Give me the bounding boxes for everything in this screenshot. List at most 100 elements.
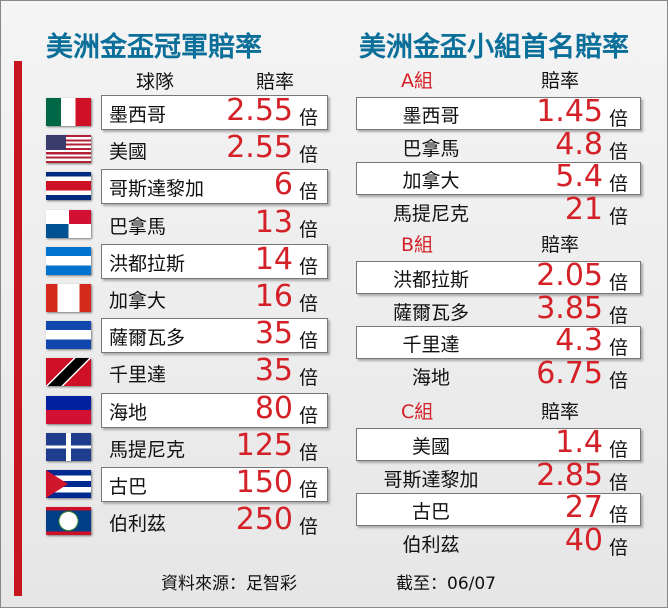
flag bbox=[46, 98, 91, 126]
red-stripe bbox=[14, 61, 22, 596]
flag bbox=[46, 507, 91, 536]
team-name: 千里達 bbox=[402, 334, 460, 356]
row-box bbox=[101, 95, 328, 130]
odds: 21 bbox=[564, 191, 603, 227]
unit: 倍 bbox=[299, 144, 319, 167]
odds: 14 bbox=[254, 241, 293, 277]
flag bbox=[46, 470, 91, 498]
flag bbox=[46, 321, 91, 350]
team-name: 伯利茲 bbox=[109, 513, 167, 536]
row-box bbox=[356, 428, 641, 461]
team-name: 洪都拉斯 bbox=[392, 269, 469, 291]
team-name: 海地 bbox=[411, 366, 450, 389]
unit: 倍 bbox=[299, 293, 319, 315]
flag bbox=[46, 209, 91, 238]
flag bbox=[46, 284, 91, 312]
flag bbox=[46, 395, 91, 424]
unit: 倍 bbox=[299, 181, 319, 204]
row-box bbox=[101, 392, 328, 428]
unit: 倍 bbox=[299, 404, 319, 427]
odds: 35 bbox=[254, 353, 293, 389]
right-title: 美洲金盃小組首名賠率 bbox=[359, 32, 629, 63]
unit: 倍 bbox=[299, 441, 319, 464]
unit: 倍 bbox=[609, 536, 629, 559]
row-box bbox=[101, 467, 328, 502]
odds: 2.55 bbox=[226, 130, 293, 166]
row-box bbox=[356, 97, 641, 130]
odds: 4.8 bbox=[555, 126, 603, 162]
flag bbox=[46, 358, 91, 387]
unit: 倍 bbox=[609, 439, 629, 461]
flag bbox=[46, 172, 91, 201]
unit: 倍 bbox=[609, 304, 629, 327]
team-name: 薩爾瓦多 bbox=[392, 301, 469, 324]
row-box bbox=[101, 169, 328, 205]
team-name: 加拿大 bbox=[402, 170, 460, 192]
team-name: 古巴 bbox=[109, 476, 148, 498]
odds: 150 bbox=[235, 465, 293, 500]
unit: 倍 bbox=[299, 255, 319, 278]
team-name: 墨西哥 bbox=[109, 104, 167, 126]
team-name: 哥斯達黎加 bbox=[383, 468, 479, 491]
odds: 1.45 bbox=[536, 94, 603, 129]
team-name: 海地 bbox=[109, 401, 148, 424]
source: 資料來源：足智彩 bbox=[161, 574, 297, 594]
unit: 倍 bbox=[299, 107, 319, 129]
row-box bbox=[356, 493, 641, 526]
unit: 倍 bbox=[609, 108, 629, 130]
row-box bbox=[356, 162, 641, 195]
team-name: 巴拿馬 bbox=[109, 215, 167, 238]
odds: 3.85 bbox=[536, 290, 603, 326]
team-header: 球隊 bbox=[136, 71, 175, 93]
flag bbox=[46, 432, 91, 461]
team-name: 巴拿馬 bbox=[402, 137, 460, 160]
team-name: 古巴 bbox=[411, 501, 450, 523]
row-box bbox=[101, 243, 328, 279]
left-title: 美洲金盃冠軍賠率 bbox=[46, 32, 262, 63]
group-name: B組 bbox=[401, 234, 434, 256]
odds: 6 bbox=[273, 167, 293, 203]
group-name: A組 bbox=[401, 70, 433, 92]
unit: 倍 bbox=[609, 173, 629, 195]
team-name: 馬提尼克 bbox=[392, 202, 469, 225]
team-name: 加拿大 bbox=[109, 290, 167, 312]
row-box bbox=[356, 261, 641, 294]
unit: 倍 bbox=[299, 479, 319, 501]
unit: 倍 bbox=[609, 140, 629, 163]
unit: 倍 bbox=[299, 516, 319, 539]
row-box bbox=[101, 318, 328, 354]
group-name: C組 bbox=[401, 401, 434, 423]
odds-header: 賠率 bbox=[541, 401, 580, 423]
team-name: 洪都拉斯 bbox=[109, 252, 186, 275]
unit: 倍 bbox=[609, 369, 629, 392]
odds: 4.3 bbox=[555, 323, 603, 358]
odds: 250 bbox=[235, 502, 293, 538]
date: 截至：06/07 bbox=[396, 574, 496, 594]
odds: 1.4 bbox=[555, 425, 603, 460]
row-box bbox=[356, 326, 641, 359]
team-name: 薩爾瓦多 bbox=[109, 327, 186, 350]
odds: 125 bbox=[235, 427, 293, 463]
odds: 40 bbox=[564, 522, 603, 558]
odds: 27 bbox=[564, 490, 603, 525]
flag bbox=[46, 246, 91, 275]
unit: 倍 bbox=[609, 272, 629, 294]
odds-header: 賠率 bbox=[541, 234, 580, 256]
odds: 2.55 bbox=[226, 93, 293, 128]
unit: 倍 bbox=[299, 218, 319, 241]
team-name: 美國 bbox=[411, 436, 450, 458]
odds-header: 賠率 bbox=[256, 71, 295, 93]
odds: 2.85 bbox=[536, 457, 603, 493]
odds: 13 bbox=[254, 204, 293, 240]
team-name: 千里達 bbox=[109, 364, 167, 387]
odds: 80 bbox=[254, 390, 293, 426]
team-name: 馬提尼克 bbox=[109, 438, 186, 461]
unit: 倍 bbox=[609, 337, 629, 359]
unit: 倍 bbox=[609, 205, 629, 228]
odds: 2.05 bbox=[536, 258, 603, 293]
unit: 倍 bbox=[609, 471, 629, 494]
odds-header: 賠率 bbox=[541, 70, 580, 92]
odds: 16 bbox=[254, 279, 293, 314]
odds: 35 bbox=[254, 316, 293, 352]
